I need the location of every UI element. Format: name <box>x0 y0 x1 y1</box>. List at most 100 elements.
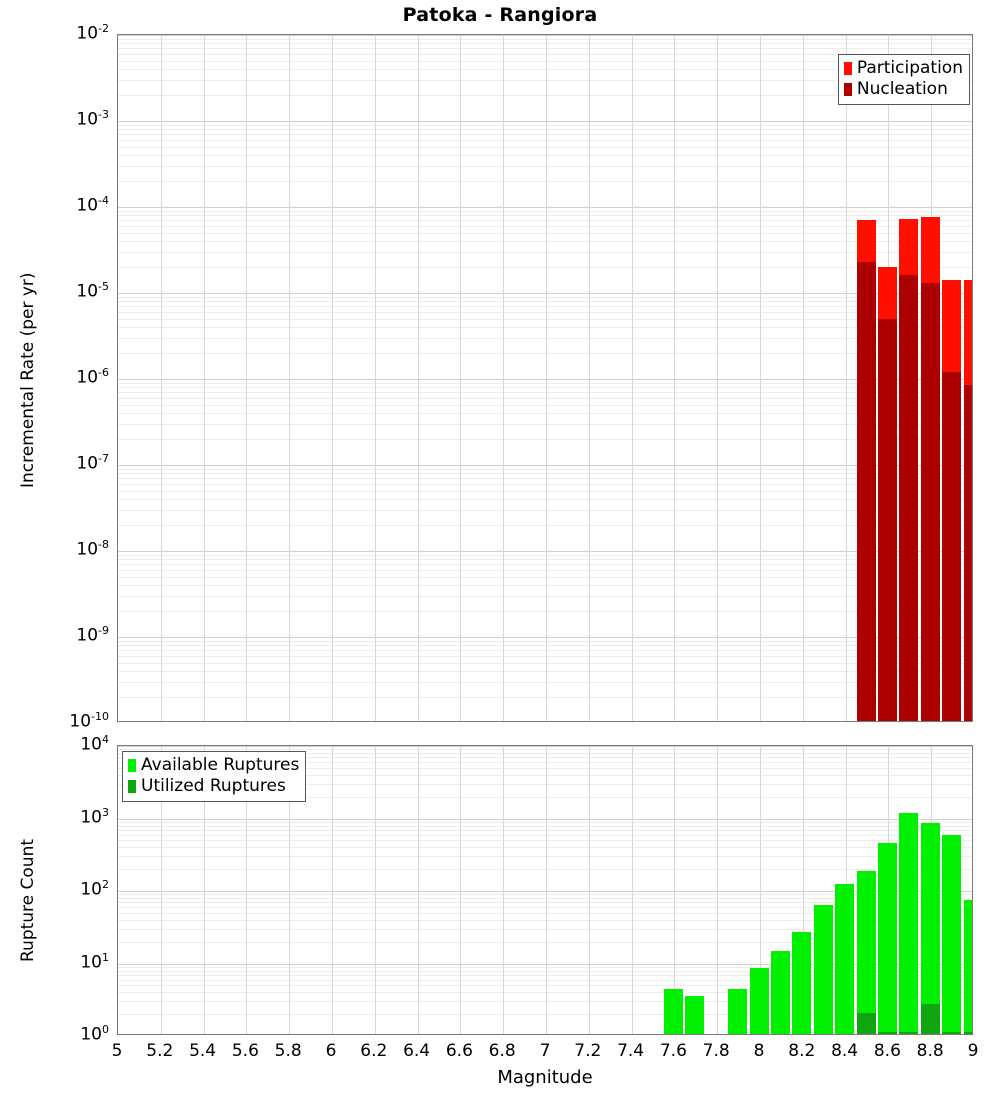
gridline-minor-horizontal <box>118 226 972 227</box>
gridline-major-horizontal <box>118 637 972 638</box>
bar-available-ruptures <box>750 968 769 1034</box>
gridline-vertical <box>546 35 547 721</box>
gridline-minor-horizontal <box>118 1014 972 1015</box>
x-tick-label: 7.4 <box>617 1041 645 1061</box>
gridline-vertical <box>246 746 247 1034</box>
x-tick-label: 5.8 <box>274 1041 302 1061</box>
gridline-minor-horizontal <box>118 181 972 182</box>
legend-item[interactable]: Participation <box>843 58 963 79</box>
gridline-minor-horizontal <box>118 898 972 899</box>
bar-nucleation <box>921 283 940 721</box>
gridline-vertical <box>204 35 205 721</box>
rupture-count-plot <box>117 745 973 1035</box>
bar-available-ruptures <box>942 835 961 1034</box>
bar-nucleation <box>899 275 918 721</box>
gridline-minor-horizontal <box>118 975 972 976</box>
gridline-minor-horizontal <box>118 125 972 126</box>
gridline-vertical <box>717 35 718 721</box>
bar-utilized-ruptures <box>921 1004 940 1034</box>
gridline-minor-horizontal <box>118 762 972 763</box>
legend-label: Nucleation <box>856 79 948 99</box>
x-tick-label: 9 <box>967 1041 979 1061</box>
gridline-minor-horizontal <box>118 775 972 776</box>
gridline-minor-horizontal <box>118 43 972 44</box>
y-tick-label: 104 <box>80 733 109 755</box>
gridline-minor-horizontal <box>118 220 972 221</box>
gridline-minor-horizontal <box>118 69 972 70</box>
gridline-minor-horizontal <box>118 405 972 406</box>
gridline-minor-horizontal <box>118 869 972 870</box>
y-tick-label: 103 <box>80 805 109 828</box>
gridline-minor-horizontal <box>118 525 972 526</box>
gridline-minor-horizontal <box>118 211 972 212</box>
y-tick-label: 10-9 <box>76 624 109 646</box>
gridline-minor-horizontal <box>118 306 972 307</box>
gridline-vertical <box>632 35 633 721</box>
gridline-minor-horizontal <box>118 61 972 62</box>
gridline-minor-horizontal <box>118 155 972 156</box>
gridline-minor-horizontal <box>118 510 972 511</box>
bar-available-ruptures <box>835 884 854 1034</box>
y-tick-label: 102 <box>80 878 109 900</box>
gridline-vertical <box>161 746 162 1034</box>
gridline-vertical <box>589 35 590 721</box>
gridline-minor-horizontal <box>118 54 972 55</box>
gridline-minor-horizontal <box>118 611 972 612</box>
gridline-vertical <box>204 746 205 1034</box>
x-tick-label: 6.8 <box>488 1041 516 1061</box>
y-tick-label: 101 <box>80 950 109 973</box>
gridline-minor-horizontal <box>118 129 972 130</box>
gridline-minor-horizontal <box>118 387 972 388</box>
legend-item[interactable]: Available Ruptures <box>128 755 299 776</box>
gridline-major-horizontal <box>118 964 972 965</box>
bar-available-ruptures <box>857 871 876 1034</box>
gridline-minor-horizontal <box>118 491 972 492</box>
gridline-vertical <box>803 35 804 721</box>
page-title: Patoka - Rangiora <box>402 4 598 26</box>
x-tick-label: 8.6 <box>873 1041 901 1061</box>
x-tick-label: 7.2 <box>574 1041 602 1061</box>
gridline-vertical <box>503 35 504 721</box>
gridline-vertical <box>246 35 247 721</box>
gridline-minor-horizontal <box>118 473 972 474</box>
gridline-minor-horizontal <box>118 353 972 354</box>
gridline-vertical <box>674 746 675 1034</box>
legend-item[interactable]: Nucleation <box>843 79 963 100</box>
x-tick-label: 7.6 <box>659 1041 687 1061</box>
x-tick-label: 8.4 <box>831 1041 859 1061</box>
gridline-minor-horizontal <box>118 392 972 393</box>
gridline-minor-horizontal <box>118 577 972 578</box>
gridline-minor-horizontal <box>118 166 972 167</box>
bar-available-ruptures <box>664 989 683 1034</box>
bar-available-ruptures <box>792 932 811 1034</box>
x-axis-label: Magnitude <box>497 1067 593 1088</box>
gridline-minor-horizontal <box>118 241 972 242</box>
bar-available-ruptures <box>814 905 833 1034</box>
legend-swatch-icon <box>128 780 136 793</box>
legend-swatch-icon <box>843 83 852 96</box>
bar-available-ruptures <box>964 900 972 1034</box>
gridline-minor-horizontal <box>118 967 972 968</box>
x-tick-label: 8.8 <box>916 1041 944 1061</box>
gridline-minor-horizontal <box>118 920 972 921</box>
gridline-vertical <box>375 746 376 1034</box>
gridline-minor-horizontal <box>118 585 972 586</box>
gridline-minor-horizontal <box>118 822 972 823</box>
bar-available-ruptures <box>685 996 704 1034</box>
y-tick-label: 10-3 <box>76 108 109 130</box>
gridline-minor-horizontal <box>118 985 972 986</box>
x-tick-label: 8.2 <box>788 1041 816 1061</box>
gridline-minor-horizontal <box>118 48 972 49</box>
gridline-vertical <box>375 35 376 721</box>
x-tick-label: 6.4 <box>403 1041 431 1061</box>
gridline-vertical <box>546 746 547 1034</box>
gridline-vertical <box>161 35 162 721</box>
gridline-minor-horizontal <box>118 753 972 754</box>
x-tick-label: 8 <box>753 1041 765 1061</box>
gridline-minor-horizontal <box>118 1001 972 1002</box>
gridline-minor-horizontal <box>118 95 972 96</box>
gridline-minor-horizontal <box>118 134 972 135</box>
legend-item[interactable]: Utilized Ruptures <box>128 776 299 797</box>
gridline-minor-horizontal <box>118 267 972 268</box>
